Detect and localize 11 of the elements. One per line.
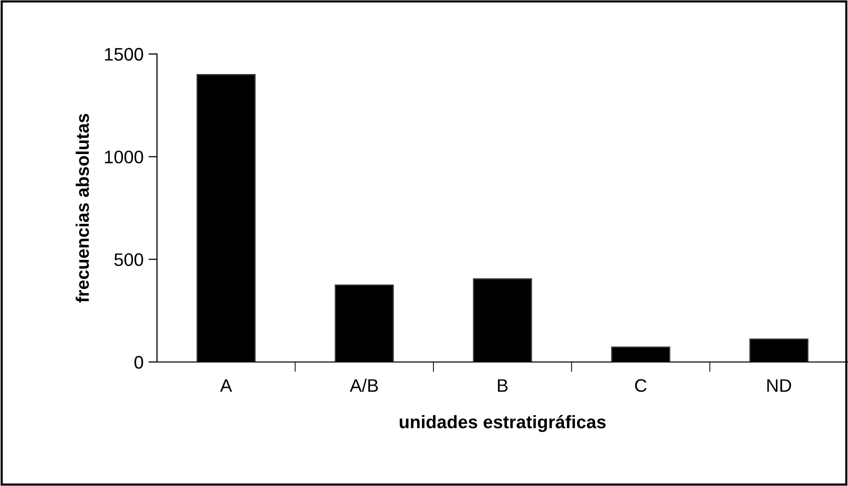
x-tick-label: ND bbox=[767, 379, 792, 392]
x-tick-label: B bbox=[498, 379, 508, 392]
x-tick-label: C bbox=[635, 379, 647, 392]
y-axis-title: frecuencias absolutas bbox=[76, 114, 89, 303]
y-tick-label: 0 bbox=[134, 356, 144, 369]
x-axis-title: unidades estratigráficas bbox=[400, 414, 606, 432]
y-tick-label: 500 bbox=[114, 253, 144, 266]
y-tick-label: 1500 bbox=[105, 48, 144, 61]
y-tick-label: 1000 bbox=[105, 150, 144, 164]
x-tick-label: A bbox=[220, 379, 232, 392]
x-tick-label: A/B bbox=[350, 378, 378, 392]
